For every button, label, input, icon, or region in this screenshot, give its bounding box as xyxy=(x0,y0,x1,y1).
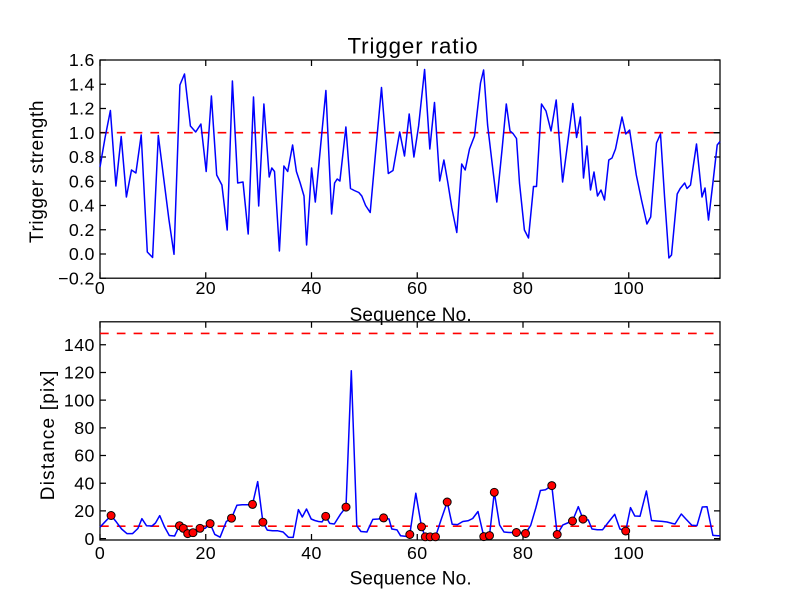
svg-text:Sequence No.: Sequence No. xyxy=(350,305,472,326)
svg-text:60: 60 xyxy=(407,543,428,563)
svg-text:20: 20 xyxy=(195,543,216,563)
svg-text:100: 100 xyxy=(613,543,644,563)
svg-text:Trigger strength: Trigger strength xyxy=(27,100,48,243)
svg-text:0: 0 xyxy=(95,278,105,298)
svg-text:20: 20 xyxy=(74,501,95,521)
svg-text:40: 40 xyxy=(301,278,322,298)
svg-text:0.0: 0.0 xyxy=(69,244,95,264)
svg-text:0.6: 0.6 xyxy=(69,171,95,191)
svg-text:60: 60 xyxy=(74,446,95,466)
svg-text:0.2: 0.2 xyxy=(69,220,95,240)
svg-text:Sequence No.: Sequence No. xyxy=(350,569,472,590)
svg-text:−0.2: −0.2 xyxy=(58,268,95,288)
svg-text:120: 120 xyxy=(64,363,95,383)
svg-text:20: 20 xyxy=(195,278,216,298)
svg-text:0.8: 0.8 xyxy=(69,147,95,167)
svg-text:0: 0 xyxy=(95,543,105,563)
svg-text:140: 140 xyxy=(64,335,95,355)
svg-text:0: 0 xyxy=(85,529,95,549)
svg-text:0.4: 0.4 xyxy=(69,196,95,216)
svg-text:100: 100 xyxy=(613,278,644,298)
svg-text:Trigger ratio: Trigger ratio xyxy=(347,33,478,58)
svg-text:40: 40 xyxy=(74,473,95,493)
svg-text:60: 60 xyxy=(407,278,428,298)
svg-text:100: 100 xyxy=(64,390,95,410)
svg-text:80: 80 xyxy=(74,418,95,438)
svg-text:1.0: 1.0 xyxy=(69,123,95,143)
svg-text:1.4: 1.4 xyxy=(69,74,95,94)
svg-text:1.2: 1.2 xyxy=(69,99,95,119)
svg-text:80: 80 xyxy=(513,543,534,563)
svg-text:Distance [pix]: Distance [pix] xyxy=(38,369,59,500)
svg-text:80: 80 xyxy=(513,278,534,298)
svg-text:1.6: 1.6 xyxy=(69,50,95,70)
svg-text:40: 40 xyxy=(301,543,322,563)
